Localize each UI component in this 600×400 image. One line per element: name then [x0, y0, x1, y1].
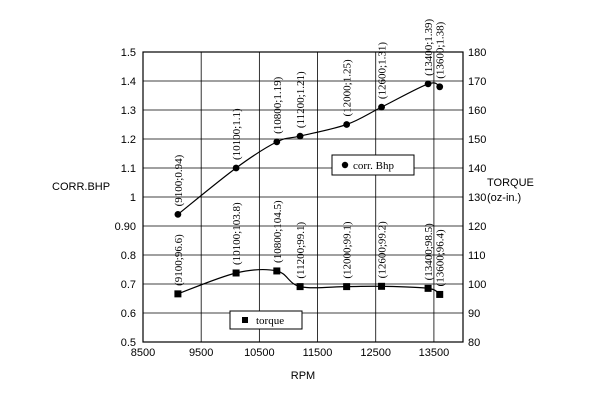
legend-bhp-marker	[341, 161, 349, 169]
y-left-tick-label: 1.5	[121, 47, 136, 59]
data-labels: (9100;0.94) (10100;1.1) (10800;1.19) (11200…	[173, 18, 447, 286]
bhp-point	[296, 132, 304, 140]
torque-data-label: (12600;99.2)	[377, 221, 389, 278]
bhp-data-label: (13600;1.38)	[435, 21, 447, 78]
torque-point	[273, 267, 281, 275]
x-tick-label: 13500	[419, 347, 450, 359]
bhp-curve	[177, 82, 441, 215]
legend-bhp: corr. Bhp	[331, 154, 415, 176]
y-right-tick-label: 100	[468, 279, 486, 291]
y-left-tick-label: 1.3	[121, 105, 136, 117]
y-left-tick-label: 0.5	[121, 337, 136, 349]
torque-point	[436, 290, 444, 298]
y-right-tick-label: 140	[468, 163, 486, 175]
torque-data-label: (13400;98.5)	[423, 223, 435, 280]
bhp-data-label: (13400;1.39)	[423, 18, 435, 75]
bhp-point	[232, 164, 240, 172]
y-left-tick-label: 1.2	[121, 134, 136, 146]
y-left-tick-label: 1	[130, 192, 136, 204]
y-right-tick-label: 130	[468, 192, 486, 204]
y-left-tick-label: 1.1	[121, 163, 136, 175]
legend-bhp-label: corr. Bhp	[353, 160, 394, 172]
y-right-axis-unit: (oz-in.)	[487, 192, 521, 204]
y-right-tick-label: 120	[468, 221, 486, 233]
y-right-tick-label: 150	[468, 134, 486, 146]
y-right-tick-label: 80	[468, 337, 480, 349]
x-tick-label: 10500	[244, 347, 275, 359]
x-tick-label: 8500	[131, 347, 155, 359]
plot-area-frame	[142, 51, 464, 343]
tick-labels: 8500 9500 10500 11500 12500 13500 0.5 0.6 0.7 0.8…	[115, 47, 487, 359]
y-right-tick-label: 110	[468, 250, 486, 262]
torque-point	[424, 284, 432, 292]
torque-data-label: (12000;99.1)	[342, 221, 354, 278]
y-left-tick-label: 0.8	[121, 250, 136, 262]
legend-torque-marker	[242, 317, 248, 323]
legend-bhp-box	[331, 154, 415, 176]
bhp-data-label: (10100;1.1)	[231, 108, 243, 160]
torque-data-label: (10800;104.5)	[272, 200, 284, 263]
y-right-tick-label: 180	[468, 47, 486, 59]
y-right-tick-label: 170	[468, 76, 486, 88]
torque-data-label: (10100;103.8)	[231, 202, 243, 265]
x-axis-title: RPM	[291, 370, 315, 382]
legend-torque-label: torque	[256, 315, 284, 327]
bhp-point	[273, 138, 281, 146]
bhp-data-label: (10800;1.19)	[272, 76, 284, 133]
bhp-point	[378, 103, 385, 111]
torque-data-label: (13600;96.4)	[435, 229, 447, 286]
bhp-point	[343, 121, 351, 128]
bhp-data-label: (12000;1.25)	[342, 59, 354, 116]
torque-data-label: (11200;99.1)	[295, 222, 307, 279]
bhp-data-label: (11200;1.21)	[295, 71, 307, 128]
y-left-tick-label: 1.4	[121, 76, 136, 88]
bhp-data-label: (12600;1.31)	[377, 42, 389, 99]
x-tick-label: 9500	[189, 347, 213, 359]
torque-point	[378, 282, 386, 290]
y-right-tick-label: 90	[468, 308, 480, 320]
y-left-axis-title: CORR.BHP	[52, 181, 110, 193]
x-tick-label: 12500	[360, 347, 391, 359]
y-right-tick-label: 160	[468, 105, 486, 117]
x-tick-label: 11500	[303, 347, 333, 359]
torque-point	[174, 290, 182, 298]
bhp-point	[436, 83, 444, 91]
torque-curve	[177, 268, 441, 295]
trend-curves	[177, 82, 441, 295]
torque-data-label: (9100;96.6)	[173, 234, 185, 286]
bhp-data-label: (9100;0.94)	[173, 154, 185, 206]
torque-point	[343, 283, 351, 291]
bhp-point	[174, 211, 182, 218]
y-left-tick-label: 0.90	[115, 221, 136, 233]
y-right-axis-title: TORQUE	[487, 177, 534, 189]
bhp-point	[424, 80, 432, 88]
torque-point	[296, 283, 304, 291]
y-left-tick-label: 0.6	[121, 308, 136, 320]
legend-torque: torque	[229, 310, 303, 330]
legend-torque-box	[229, 310, 303, 330]
torque-point	[232, 269, 240, 277]
y-left-tick-label: 0.7	[121, 279, 136, 291]
data-points	[174, 80, 444, 298]
